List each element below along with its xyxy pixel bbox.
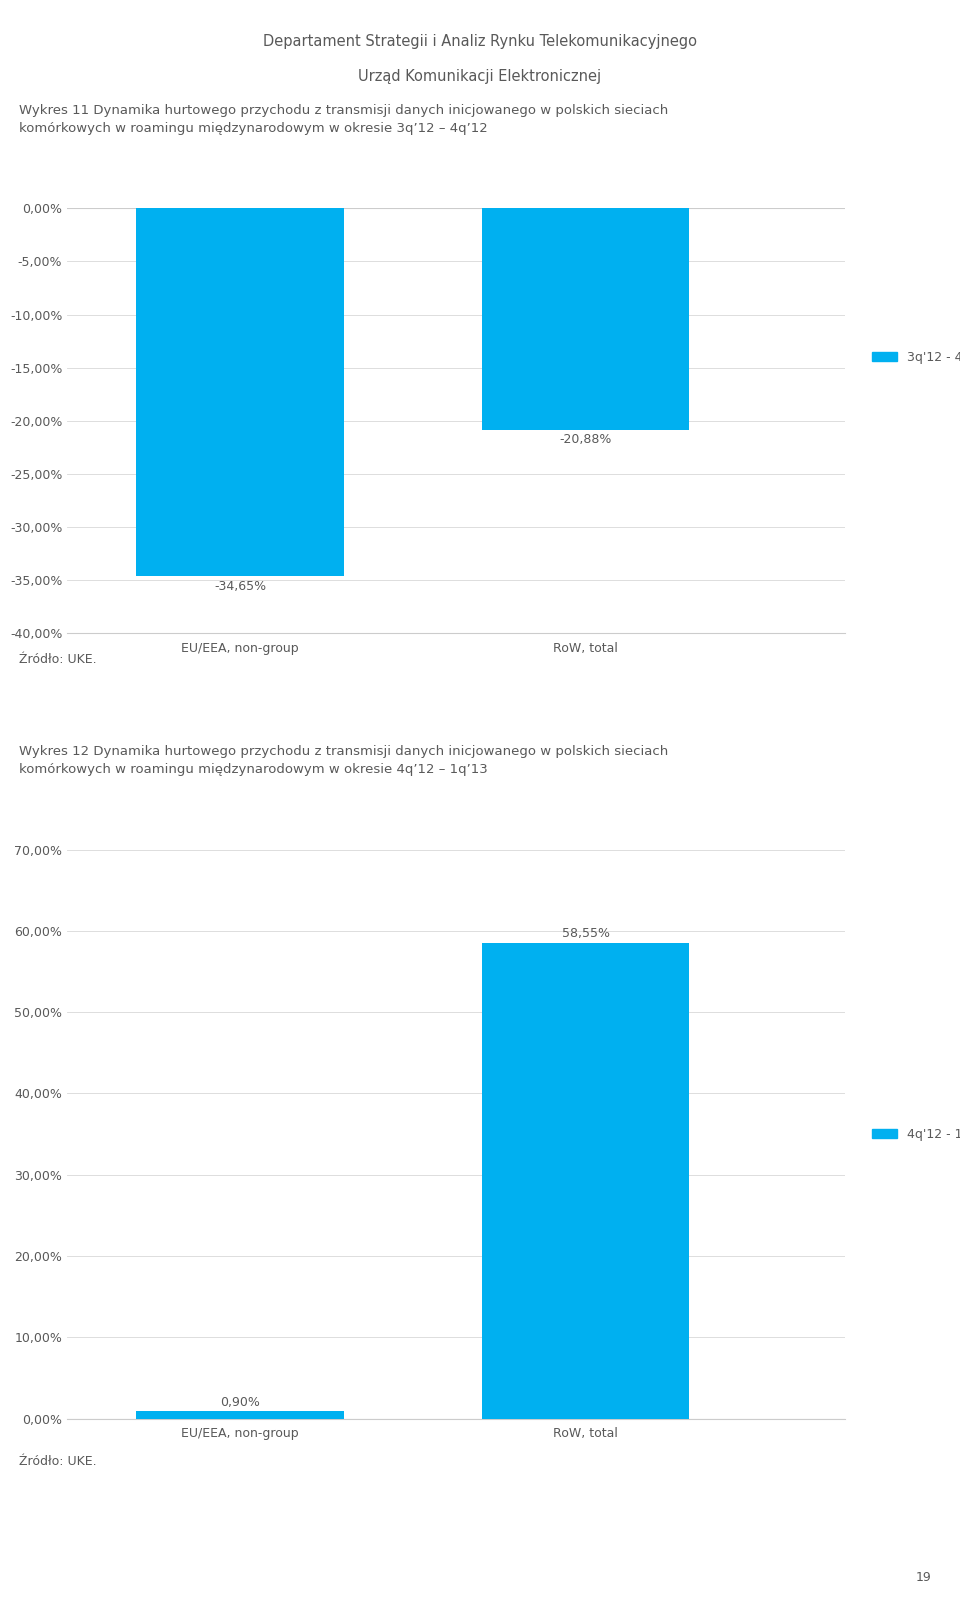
Bar: [482, 208, 689, 430]
Bar: [136, 1411, 344, 1419]
Text: Źródło: UKE.: Źródło: UKE.: [19, 1456, 97, 1468]
Text: Wykres 11 Dynamika hurtowego przychodu z transmisji danych inicjowanego w polski: Wykres 11 Dynamika hurtowego przychodu z…: [19, 104, 668, 135]
Text: Urząd Komunikacji Elektronicznej: Urząd Komunikacji Elektronicznej: [358, 69, 602, 83]
Legend: 4q'12 - 1q'13: 4q'12 - 1q'13: [867, 1122, 960, 1146]
Text: Wykres 12 Dynamika hurtowego przychodu z transmisji danych inicjowanego w polski: Wykres 12 Dynamika hurtowego przychodu z…: [19, 745, 668, 776]
Text: -34,65%: -34,65%: [214, 580, 266, 593]
Legend: 3q'12 - 4q'12: 3q'12 - 4q'12: [867, 346, 960, 369]
Text: 58,55%: 58,55%: [562, 927, 610, 941]
Text: 19: 19: [916, 1571, 931, 1584]
Text: Departament Strategii i Analiz Rynku Telekomunikacyjnego: Departament Strategii i Analiz Rynku Tel…: [263, 34, 697, 48]
Bar: [136, 208, 344, 577]
Text: Źródło: UKE.: Źródło: UKE.: [19, 654, 97, 667]
Text: 0,90%: 0,90%: [220, 1396, 260, 1409]
Text: -20,88%: -20,88%: [560, 433, 612, 446]
Bar: [482, 943, 689, 1419]
